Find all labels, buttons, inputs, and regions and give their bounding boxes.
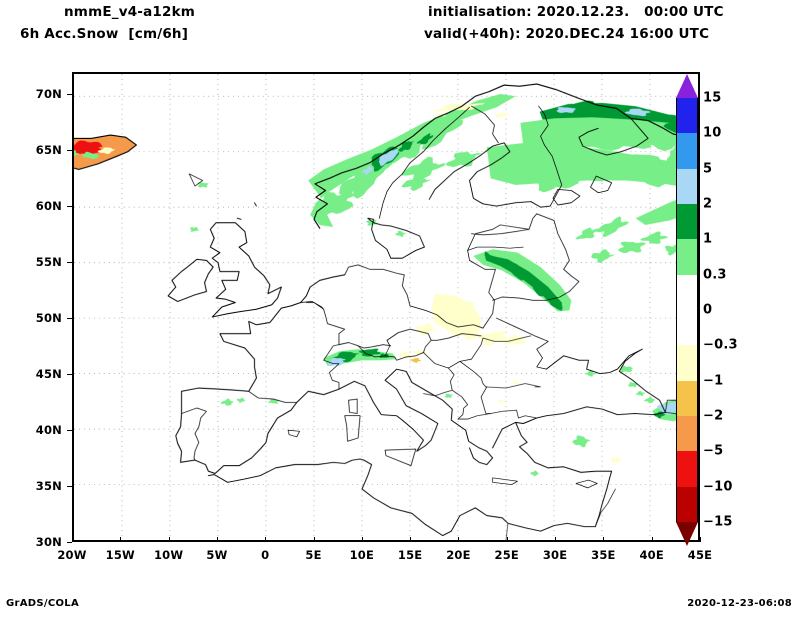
x-axis-tick-label: 25E	[494, 548, 519, 562]
x-axis-tick-mark	[72, 537, 73, 542]
x-axis-tick-label: 40E	[639, 548, 664, 562]
colorbar-band	[676, 416, 698, 452]
x-axis-tick-mark	[700, 537, 701, 542]
colorbar-band	[676, 486, 698, 523]
colorbar-band	[676, 380, 698, 417]
y-axis-tick-mark	[67, 542, 72, 543]
x-axis-tick-mark	[361, 537, 363, 542]
colorbar-tick-label: −1	[703, 373, 724, 389]
colorbar	[676, 98, 698, 523]
x-axis-tick-label: 0	[261, 548, 270, 562]
y-axis-tick-mark	[67, 150, 72, 152]
x-axis-tick-label: 45E	[687, 548, 713, 562]
x-axis-tick-mark	[313, 537, 315, 542]
colorbar-tick-label: 5	[703, 161, 713, 177]
initialisation-time-label: initialisation: 2020.12.23. 00:00 UTC	[428, 4, 724, 20]
colorbar-band	[676, 274, 698, 311]
x-axis-tick-mark	[603, 537, 605, 542]
colorbar-band	[676, 310, 698, 346]
y-axis-tick-label: 45N	[35, 367, 62, 382]
x-axis-tick-label: 5W	[206, 548, 228, 562]
colorbar-arrow-bottom	[676, 522, 698, 546]
colorbar-tick-label: −10	[703, 479, 733, 495]
colorbar-tick-label: 15	[703, 90, 722, 106]
x-axis-tick-mark	[216, 537, 218, 542]
x-axis-tick-mark	[410, 537, 412, 542]
colorbar-tick-label: −5	[703, 443, 724, 459]
x-axis-tick-label: 20E	[446, 548, 471, 562]
valid-time-label: valid(+40h): 2020.DEC.24 16:00 UTC	[424, 26, 710, 42]
x-axis-tick-label: 35E	[591, 548, 616, 562]
y-axis-tick-label: 70N	[35, 87, 62, 102]
y-axis-tick-label: 50N	[35, 311, 62, 326]
colorbar-outline	[676, 98, 698, 522]
colorbar-band	[676, 133, 698, 170]
x-axis-tick-label: 15W	[105, 548, 135, 562]
y-axis-tick-mark	[67, 486, 72, 488]
colorbar-tick-label: 1	[703, 231, 713, 247]
colorbar-tick-label: −2	[703, 408, 724, 424]
x-axis-tick-label: 5E	[305, 548, 322, 562]
y-axis-tick-mark	[67, 94, 72, 96]
x-axis-tick-label: 10W	[153, 548, 184, 562]
generation-time-label: 2020-12-23-06:08	[687, 598, 792, 609]
y-axis-tick-label: 65N	[35, 143, 62, 158]
x-axis-tick-label: 30E	[542, 548, 568, 562]
x-axis-tick-mark	[506, 537, 508, 542]
colorbar-tick-label: 10	[703, 125, 722, 141]
model-name-label: nmmE_v4-a12km	[64, 4, 196, 20]
y-axis-tick-label: 30N	[35, 535, 62, 549]
colorbar-band	[676, 451, 698, 488]
field-name-label: 6h Acc.Snow [cm/6h]	[20, 26, 189, 42]
colorbar-tick-label: 0.3	[703, 267, 727, 283]
x-axis-tick-mark	[120, 537, 122, 542]
grads-attribution-label: GrADS/COLA	[6, 598, 79, 609]
x-axis-tick-mark	[458, 537, 460, 542]
colorbar-arrow-top	[676, 74, 698, 98]
x-axis-tick-mark	[168, 537, 170, 542]
map-canvas	[74, 74, 698, 540]
colorbar-band	[676, 168, 698, 205]
x-axis-tick-label: 10E	[349, 548, 375, 562]
colorbar-tick-label: 0	[703, 302, 713, 318]
colorbar-band	[676, 239, 698, 276]
y-axis-tick-label: 55N	[35, 255, 62, 270]
colorbar-band	[676, 204, 698, 240]
y-axis-tick-mark	[67, 206, 72, 208]
y-axis-tick-mark	[67, 430, 72, 432]
y-axis-tick-label: 40N	[35, 423, 62, 438]
colorbar-band	[676, 345, 698, 382]
colorbar-tick-label: 2	[703, 196, 713, 212]
colorbar-tick-label: −15	[703, 514, 733, 530]
y-axis-tick-label: 60N	[35, 199, 62, 214]
x-axis-tick-label: 15E	[397, 548, 423, 562]
colorbar-band	[676, 98, 698, 134]
x-axis-tick-mark	[555, 537, 557, 542]
map-plot-area	[72, 72, 700, 542]
y-axis-tick-mark	[67, 262, 72, 264]
colorbar-tick-label: −0.3	[703, 337, 738, 353]
x-axis-tick-mark	[265, 537, 267, 542]
x-axis-tick-mark	[651, 537, 653, 542]
x-axis-tick-label: 20W	[57, 548, 87, 562]
y-axis-tick-mark	[67, 318, 72, 320]
y-axis-tick-label: 35N	[35, 479, 62, 494]
y-axis-tick-mark	[67, 374, 72, 376]
